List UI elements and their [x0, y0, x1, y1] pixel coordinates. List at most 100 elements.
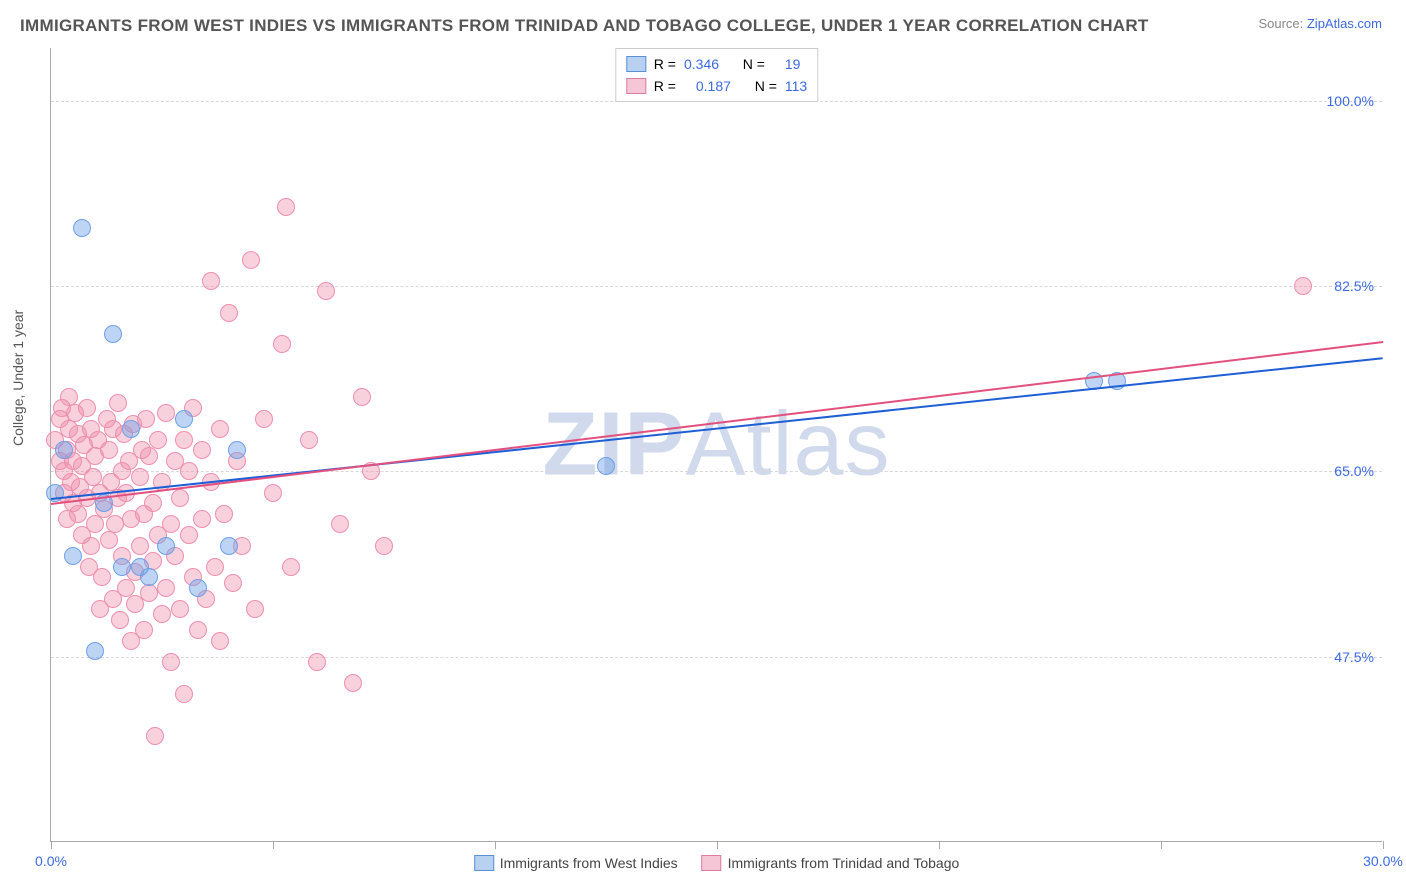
- scatter-point-trinidad-tobago: [175, 431, 193, 449]
- scatter-point-west-indies: [73, 219, 91, 237]
- scatter-point-trinidad-tobago: [100, 441, 118, 459]
- source-attribution: Source: ZipAtlas.com: [1258, 16, 1382, 31]
- scatter-point-trinidad-tobago: [111, 611, 129, 629]
- scatter-point-trinidad-tobago: [144, 494, 162, 512]
- y-tick-label: 65.0%: [1334, 463, 1374, 479]
- scatter-point-trinidad-tobago: [140, 584, 158, 602]
- legend-n-value-0: 19: [785, 53, 801, 75]
- scatter-point-trinidad-tobago: [264, 484, 282, 502]
- x-tick: [939, 841, 940, 849]
- x-tick: [273, 841, 274, 849]
- scatter-point-west-indies: [220, 537, 238, 555]
- scatter-point-trinidad-tobago: [153, 605, 171, 623]
- scatter-point-trinidad-tobago: [157, 404, 175, 422]
- y-tick-label: 100.0%: [1327, 93, 1374, 109]
- x-tick: [1383, 841, 1384, 849]
- swatch-bottom-1: [702, 855, 722, 871]
- watermark-rest: Atlas: [685, 394, 890, 494]
- legend-r-value-0: 0.346: [684, 53, 719, 75]
- series-name-1: Immigrants from Trinidad and Tobago: [728, 855, 960, 871]
- scatter-point-west-indies: [157, 537, 175, 555]
- plot-area: ZIPAtlas R = 0.346 N = 19 R = 0.187 N = …: [50, 48, 1382, 842]
- scatter-point-trinidad-tobago: [282, 558, 300, 576]
- scatter-point-trinidad-tobago: [353, 388, 371, 406]
- scatter-point-trinidad-tobago: [146, 727, 164, 745]
- x-tick: [717, 841, 718, 849]
- series-legend: Immigrants from West Indies Immigrants f…: [474, 855, 960, 871]
- legend-row-1: R = 0.187 N = 113: [626, 75, 807, 97]
- scatter-point-west-indies: [55, 441, 73, 459]
- scatter-point-trinidad-tobago: [206, 558, 224, 576]
- legend-n-label: N =: [755, 75, 777, 97]
- scatter-point-trinidad-tobago: [202, 272, 220, 290]
- scatter-point-trinidad-tobago: [215, 505, 233, 523]
- scatter-point-west-indies: [189, 579, 207, 597]
- scatter-point-west-indies: [86, 642, 104, 660]
- scatter-point-trinidad-tobago: [277, 198, 295, 216]
- gridline-h: [51, 286, 1382, 287]
- x-tick-label-min: 0.0%: [35, 853, 67, 869]
- scatter-point-trinidad-tobago: [131, 537, 149, 555]
- legend-n-value-1: 113: [785, 75, 807, 97]
- scatter-point-trinidad-tobago: [82, 537, 100, 555]
- scatter-point-trinidad-tobago: [157, 579, 175, 597]
- legend-r-value-1: 0.187: [696, 75, 731, 97]
- scatter-point-trinidad-tobago: [220, 304, 238, 322]
- scatter-point-trinidad-tobago: [193, 510, 211, 528]
- scatter-point-trinidad-tobago: [140, 447, 158, 465]
- trend-line-trinidad-tobago: [51, 341, 1383, 505]
- legend-item-1: Immigrants from Trinidad and Tobago: [702, 855, 960, 871]
- scatter-point-west-indies: [597, 457, 615, 475]
- y-tick-label: 47.5%: [1334, 649, 1374, 665]
- scatter-point-trinidad-tobago: [1294, 277, 1312, 295]
- scatter-point-trinidad-tobago: [331, 515, 349, 533]
- legend-row-0: R = 0.346 N = 19: [626, 53, 807, 75]
- scatter-point-west-indies: [122, 420, 140, 438]
- legend-r-label: R =: [654, 53, 676, 75]
- scatter-point-trinidad-tobago: [375, 537, 393, 555]
- legend-r-label: R =: [654, 75, 676, 97]
- correlation-legend: R = 0.346 N = 19 R = 0.187 N = 113: [615, 48, 818, 102]
- chart-container: IMMIGRANTS FROM WEST INDIES VS IMMIGRANT…: [0, 0, 1406, 892]
- source-prefix: Source:: [1258, 16, 1306, 31]
- scatter-point-trinidad-tobago: [211, 632, 229, 650]
- scatter-point-trinidad-tobago: [149, 431, 167, 449]
- scatter-point-trinidad-tobago: [317, 282, 335, 300]
- scatter-point-trinidad-tobago: [69, 505, 87, 523]
- scatter-point-trinidad-tobago: [193, 441, 211, 459]
- series-name-0: Immigrants from West Indies: [500, 855, 678, 871]
- scatter-point-trinidad-tobago: [78, 399, 96, 417]
- scatter-point-trinidad-tobago: [224, 574, 242, 592]
- source-link[interactable]: ZipAtlas.com: [1307, 16, 1382, 31]
- scatter-point-trinidad-tobago: [308, 653, 326, 671]
- scatter-point-trinidad-tobago: [344, 674, 362, 692]
- legend-item-0: Immigrants from West Indies: [474, 855, 678, 871]
- scatter-point-trinidad-tobago: [162, 653, 180, 671]
- gridline-h: [51, 471, 1382, 472]
- scatter-point-trinidad-tobago: [300, 431, 318, 449]
- scatter-point-trinidad-tobago: [211, 420, 229, 438]
- scatter-point-trinidad-tobago: [175, 685, 193, 703]
- scatter-point-trinidad-tobago: [131, 468, 149, 486]
- chart-title: IMMIGRANTS FROM WEST INDIES VS IMMIGRANT…: [20, 16, 1149, 36]
- legend-n-label: N =: [743, 53, 765, 75]
- x-tick-label-max: 30.0%: [1363, 853, 1403, 869]
- scatter-point-west-indies: [104, 325, 122, 343]
- gridline-h: [51, 657, 1382, 658]
- scatter-point-west-indies: [113, 558, 131, 576]
- scatter-point-trinidad-tobago: [171, 600, 189, 618]
- scatter-point-trinidad-tobago: [189, 621, 207, 639]
- scatter-point-trinidad-tobago: [135, 621, 153, 639]
- scatter-point-trinidad-tobago: [273, 335, 291, 353]
- scatter-point-trinidad-tobago: [255, 410, 273, 428]
- swatch-series-1: [626, 78, 646, 94]
- x-tick: [51, 841, 52, 849]
- scatter-point-trinidad-tobago: [86, 515, 104, 533]
- scatter-point-west-indies: [228, 441, 246, 459]
- scatter-point-trinidad-tobago: [162, 515, 180, 533]
- scatter-point-trinidad-tobago: [93, 568, 111, 586]
- scatter-point-trinidad-tobago: [100, 531, 118, 549]
- scatter-point-trinidad-tobago: [109, 394, 127, 412]
- scatter-point-west-indies: [175, 410, 193, 428]
- scatter-point-trinidad-tobago: [137, 410, 155, 428]
